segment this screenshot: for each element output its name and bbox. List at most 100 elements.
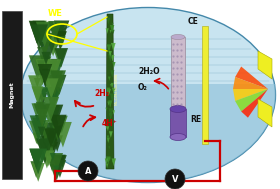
Ellipse shape xyxy=(171,35,185,40)
Polygon shape xyxy=(106,88,110,94)
Polygon shape xyxy=(54,31,67,50)
Polygon shape xyxy=(49,105,57,116)
Polygon shape xyxy=(55,48,68,68)
Polygon shape xyxy=(47,127,59,145)
Polygon shape xyxy=(44,128,58,148)
Polygon shape xyxy=(31,86,43,103)
Polygon shape xyxy=(58,155,67,168)
Polygon shape xyxy=(32,118,42,132)
Polygon shape xyxy=(34,104,50,127)
Polygon shape xyxy=(50,119,55,127)
Polygon shape xyxy=(29,55,46,80)
Polygon shape xyxy=(49,102,55,111)
Polygon shape xyxy=(111,158,116,166)
Polygon shape xyxy=(55,126,61,135)
Polygon shape xyxy=(29,149,47,174)
Polygon shape xyxy=(107,138,110,143)
Polygon shape xyxy=(235,89,268,112)
Polygon shape xyxy=(29,149,43,168)
Text: O₂: O₂ xyxy=(138,83,148,91)
Polygon shape xyxy=(40,87,49,100)
Polygon shape xyxy=(36,102,46,116)
Polygon shape xyxy=(46,153,63,177)
Polygon shape xyxy=(49,24,65,48)
Polygon shape xyxy=(108,101,110,106)
Polygon shape xyxy=(39,93,47,105)
Polygon shape xyxy=(110,84,112,87)
Polygon shape xyxy=(41,70,52,86)
Polygon shape xyxy=(20,84,276,183)
Polygon shape xyxy=(108,100,112,108)
Polygon shape xyxy=(108,77,111,81)
Polygon shape xyxy=(112,159,115,163)
Polygon shape xyxy=(49,80,64,102)
Polygon shape xyxy=(111,83,114,88)
Bar xyxy=(171,37,185,109)
Polygon shape xyxy=(52,84,58,92)
Polygon shape xyxy=(51,134,58,143)
Polygon shape xyxy=(46,87,53,97)
Polygon shape xyxy=(36,138,54,164)
Polygon shape xyxy=(35,64,50,85)
Polygon shape xyxy=(50,70,66,93)
Polygon shape xyxy=(50,69,54,76)
Polygon shape xyxy=(46,105,63,129)
Polygon shape xyxy=(108,108,113,116)
Polygon shape xyxy=(106,28,109,34)
Polygon shape xyxy=(30,149,43,169)
Polygon shape xyxy=(38,120,49,136)
Polygon shape xyxy=(55,117,61,125)
Polygon shape xyxy=(30,115,47,141)
Polygon shape xyxy=(106,126,107,129)
Polygon shape xyxy=(112,160,114,162)
Polygon shape xyxy=(258,51,272,79)
Polygon shape xyxy=(34,78,41,88)
Polygon shape xyxy=(110,94,115,102)
Polygon shape xyxy=(41,129,50,141)
Polygon shape xyxy=(49,87,60,102)
Ellipse shape xyxy=(20,8,276,183)
Polygon shape xyxy=(109,51,112,57)
Polygon shape xyxy=(50,89,56,97)
Polygon shape xyxy=(50,153,55,161)
Polygon shape xyxy=(106,163,108,168)
Polygon shape xyxy=(47,107,60,126)
Polygon shape xyxy=(51,84,57,93)
Polygon shape xyxy=(48,21,62,41)
Bar xyxy=(2,11,22,179)
Polygon shape xyxy=(37,95,42,103)
Text: V: V xyxy=(172,174,178,184)
Polygon shape xyxy=(106,108,108,111)
Polygon shape xyxy=(52,75,66,95)
Polygon shape xyxy=(37,139,45,152)
Polygon shape xyxy=(57,31,67,45)
Polygon shape xyxy=(31,161,42,178)
Polygon shape xyxy=(43,97,59,121)
Polygon shape xyxy=(53,166,59,174)
Polygon shape xyxy=(43,157,51,169)
Polygon shape xyxy=(110,70,114,78)
Polygon shape xyxy=(46,130,61,151)
Polygon shape xyxy=(258,99,272,127)
Polygon shape xyxy=(46,156,52,164)
Polygon shape xyxy=(52,135,63,152)
Polygon shape xyxy=(39,136,54,157)
Polygon shape xyxy=(233,77,268,89)
Polygon shape xyxy=(233,89,268,101)
Polygon shape xyxy=(49,61,63,81)
Polygon shape xyxy=(38,23,49,39)
Polygon shape xyxy=(36,33,47,49)
Polygon shape xyxy=(46,71,63,96)
Text: Mo₂C/MoSSe/NMW: Mo₂C/MoSSe/NMW xyxy=(115,73,119,105)
Bar xyxy=(202,26,208,144)
Polygon shape xyxy=(106,18,110,24)
Polygon shape xyxy=(32,21,47,41)
Polygon shape xyxy=(33,24,41,35)
Polygon shape xyxy=(112,23,113,26)
Polygon shape xyxy=(29,21,45,44)
Polygon shape xyxy=(37,47,48,63)
Ellipse shape xyxy=(170,133,186,140)
Polygon shape xyxy=(44,78,59,99)
Polygon shape xyxy=(109,113,113,120)
Polygon shape xyxy=(106,126,109,131)
